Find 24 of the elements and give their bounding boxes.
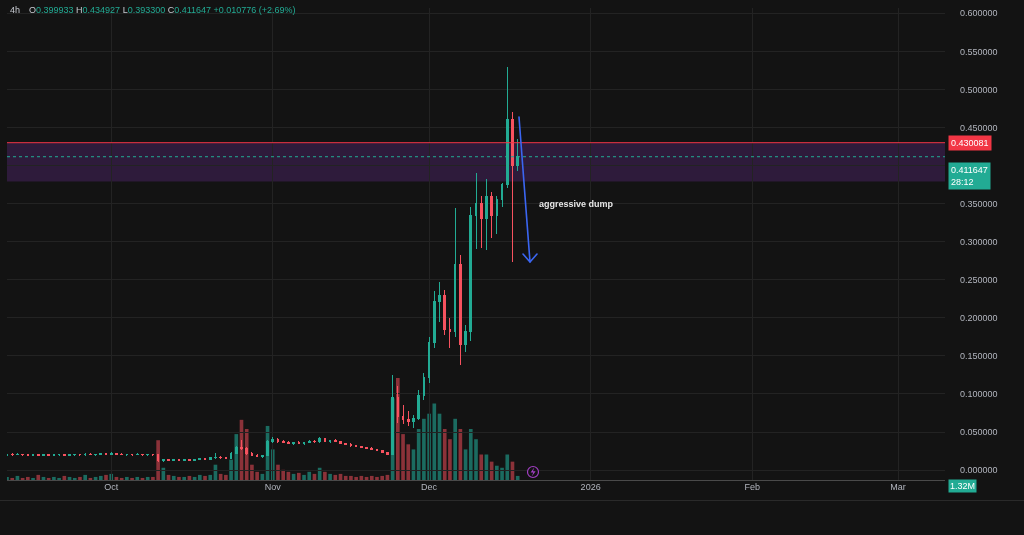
- y-tick-label: 0.550000: [960, 46, 998, 57]
- x-tick-label: Nov: [264, 482, 282, 492]
- chart-subtitle: O0.399933 H0.434927 L0.393300 C0.411647 +0.010776 (+2.69%): [29, 5, 296, 15]
- y-tick-label: 0.500000: [960, 84, 998, 95]
- chart-title: 4h: [10, 5, 21, 15]
- ref-line-label: 0.430081: [951, 138, 989, 148]
- x-tick-label: 2026: [580, 482, 601, 492]
- y-tick-label: 0.350000: [960, 198, 998, 209]
- y-tick-label: 0.450000: [960, 122, 998, 133]
- y-tick-label: 0.600000: [960, 8, 998, 19]
- y-tick-label: 0.150000: [960, 351, 998, 362]
- y-tick-label: 0.050000: [960, 427, 998, 438]
- ref-line-label: 0.411647 28:12: [951, 165, 988, 187]
- text: 1.32M: [950, 481, 976, 491]
- x-tick-label: Feb: [744, 482, 760, 492]
- y-tick-label: 0.300000: [960, 236, 998, 247]
- x-tick-label: Dec: [421, 482, 438, 492]
- y-tick-label: 0.250000: [960, 274, 998, 285]
- x-tick-label: Mar: [890, 482, 906, 492]
- y-tick-label: 0.200000: [960, 313, 998, 323]
- y-tick-label: 0.100000: [960, 389, 998, 400]
- x-tick-label: Oct: [104, 482, 119, 492]
- annotation: aggressive dump: [539, 199, 614, 209]
- y-tick-label: 0.000000: [960, 465, 998, 476]
